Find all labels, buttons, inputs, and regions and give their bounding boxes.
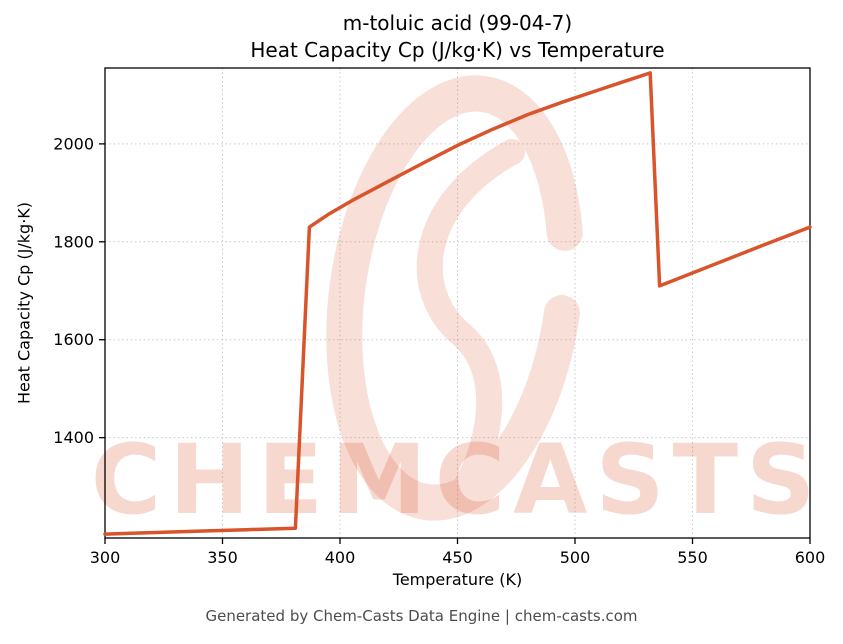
y-tick-label: 2000: [53, 134, 94, 153]
chemcasts-watermark-text: CHEMCASTS: [91, 424, 823, 536]
y-tick-label: 1600: [53, 330, 94, 349]
y-tick-label: 1400: [53, 428, 94, 447]
x-tick-label: 600: [795, 548, 826, 567]
x-axis-label: Temperature (K): [392, 570, 523, 589]
chart-title: m-toluic acid (99-04-7): [342, 11, 573, 35]
x-tick-label: 300: [90, 548, 121, 567]
y-tick-label: 1800: [53, 232, 94, 251]
y-axis-label: Heat Capacity Cp (J/kg·K): [14, 201, 34, 405]
axes-layer: 300 350 400 450 500 550 600 1400 1600 1800 2000: [53, 67, 826, 567]
x-tick-label: 550: [677, 548, 708, 567]
x-tick-label: 350: [207, 548, 238, 567]
x-tick-label: 450: [442, 548, 473, 567]
chemcasts-logo-watermark: [326, 75, 584, 521]
footer-attribution: Generated by Chem-Casts Data Engine | ch…: [205, 607, 638, 625]
watermark-layer: CHEMCASTS: [91, 75, 823, 536]
x-tick-label: 400: [325, 548, 356, 567]
x-tick-label: 500: [560, 548, 591, 567]
data-series-layer: [103, 71, 812, 536]
cp-vs-temperature-line: [103, 71, 812, 536]
chart-subtitle: Heat Capacity Cp (J/kg·K) vs Temperature: [250, 38, 665, 62]
